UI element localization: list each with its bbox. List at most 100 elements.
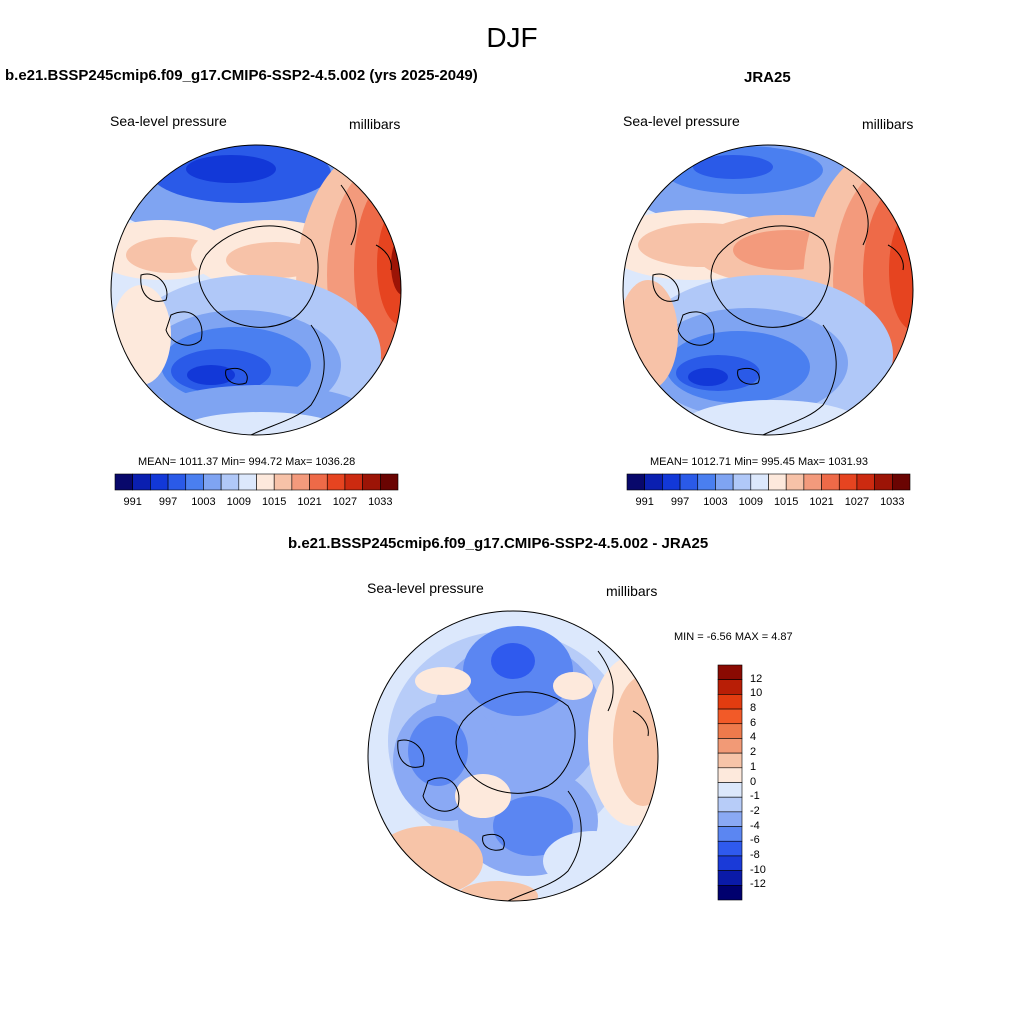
colorbar-box [644,473,663,491]
colorbar-box [717,826,743,842]
colorbar-tick-label: 2 [750,746,757,759]
colorbar-tick-label: 4 [750,731,757,744]
colorbar-tick-label: 1021 [297,496,322,508]
model-stats: MEAN= 1011.37 Min= 994.72 Max= 1036.28 [138,456,356,468]
colorbar-tick-label: 1033 [880,496,905,508]
colorbar-box [717,782,743,798]
colorbar-tick-label: 991 [635,496,654,508]
colorbar-box [717,738,743,754]
model-polar-map [110,144,402,436]
colorbar-box [715,473,734,491]
colorbar-box [344,473,363,491]
colorbar-box [732,473,752,491]
colorbar-box [768,473,787,491]
model-colorbar [114,473,399,491]
colorbar-tick-label: 12 [750,672,763,685]
colorbar-box [717,796,743,813]
diff-units-label: millibars [606,583,658,599]
colorbar-tick-label: 1015 [261,496,287,508]
colorbar-box [717,767,743,783]
colorbar-box [185,473,204,491]
model-units-label: millibars [349,116,401,132]
colorbar-tick-label: 1003 [703,496,728,508]
colorbar-box [679,473,699,491]
colorbar-box [717,708,743,725]
colorbar-box [717,870,743,886]
colorbar-box [717,840,743,857]
obs-stats: MEAN= 1012.71 Min= 995.45 Max= 1031.93 [650,456,869,468]
colorbar-tick-label: 1021 [809,496,834,508]
colorbar-tick-label: 8 [750,702,757,715]
colorbar-tick-label: -4 [750,819,760,832]
colorbar-tick-label: -12 [750,878,766,891]
colorbar-box [717,811,743,827]
colorbar-tick-label: -10 [750,863,766,876]
diff-colorbar [717,664,743,901]
colorbar-box [309,473,328,491]
colorbar-box [326,473,346,491]
colorbar-box [717,664,743,680]
colorbar-box [150,473,169,491]
colorbar-box [167,473,187,491]
obs-panel-title: JRA25 [744,69,791,86]
colorbar-tick-label: 1009 [226,496,252,508]
colorbar-tick-label: -8 [750,848,760,861]
colorbar-tick-label: 991 [123,496,142,508]
colorbar-box [203,473,222,491]
diff-polar-map [367,610,659,902]
colorbar-tick-label: 0 [750,775,757,788]
season-title: DJF [486,22,538,53]
colorbar-box [717,855,743,871]
colorbar-box [803,473,822,491]
model-panel-title: b.e21.BSSP245cmip6.f09_g17.CMIP6-SSP2-4.… [5,67,478,84]
obs-colorbar-labels: 991 997 1003 1009 1015 1021 1027 1033 [0,496,1024,510]
colorbar-box [750,473,769,491]
colorbar-tick-label: -1 [750,790,760,803]
colorbar-tick-label: -2 [750,804,760,817]
colorbar-box [821,473,840,491]
colorbar-box [838,473,858,491]
colorbar-box [132,473,151,491]
colorbar-box [717,752,743,769]
colorbar-tick-label: 1009 [738,496,764,508]
colorbar-tick-label: 1027 [844,496,870,508]
colorbar-tick-label: -6 [750,834,760,847]
colorbar-tick-label: 6 [750,716,757,729]
obs-colorbar [626,473,911,491]
colorbar-box [256,473,275,491]
colorbar-tick-label: 10 [750,687,763,700]
colorbar-tick-label: 1003 [191,496,216,508]
colorbar-box [380,473,399,491]
colorbar-box [626,473,645,491]
colorbar-tick-label: 997 [158,496,178,508]
colorbar-tick-label: 1027 [332,496,358,508]
colorbar-box [291,473,310,491]
colorbar-box [362,473,381,491]
colorbar-tick-label: 997 [670,496,690,508]
colorbar-box [717,885,743,901]
colorbar-box [220,473,240,491]
diff-variable-label: Sea-level pressure [367,580,484,596]
obs-variable-label: Sea-level pressure [623,113,740,129]
diff-colorbar-labels: 12 10 8 6 4 2 1 0 -1 -2 -4 -6 -8 -10 -12 [748,665,788,900]
diff-panel-title: b.e21.BSSP245cmip6.f09_g17.CMIP6-SSP2-4.… [288,535,709,552]
colorbar-box [892,473,911,491]
colorbar-box [273,473,293,491]
colorbar-box [697,473,716,491]
model-variable-label: Sea-level pressure [110,113,227,129]
obs-units-label: millibars [862,116,914,132]
colorbar-tick-label: 1 [750,760,757,773]
colorbar-box [874,473,893,491]
obs-polar-map [622,144,914,436]
colorbar-tick-label: 1033 [368,496,393,508]
diff-stats: MIN = -6.56 MAX = 4.87 [674,631,793,643]
colorbar-tick-label: 1015 [773,496,799,508]
colorbar-box [238,473,257,491]
colorbar-box [717,694,743,710]
colorbar-box [717,723,743,739]
colorbar-box [856,473,875,491]
model-colorbar-labels: 991 997 1003 1009 1015 1021 1027 1033 [0,496,1024,510]
colorbar-box [662,473,681,491]
colorbar-box [717,679,743,695]
colorbar-box [785,473,805,491]
